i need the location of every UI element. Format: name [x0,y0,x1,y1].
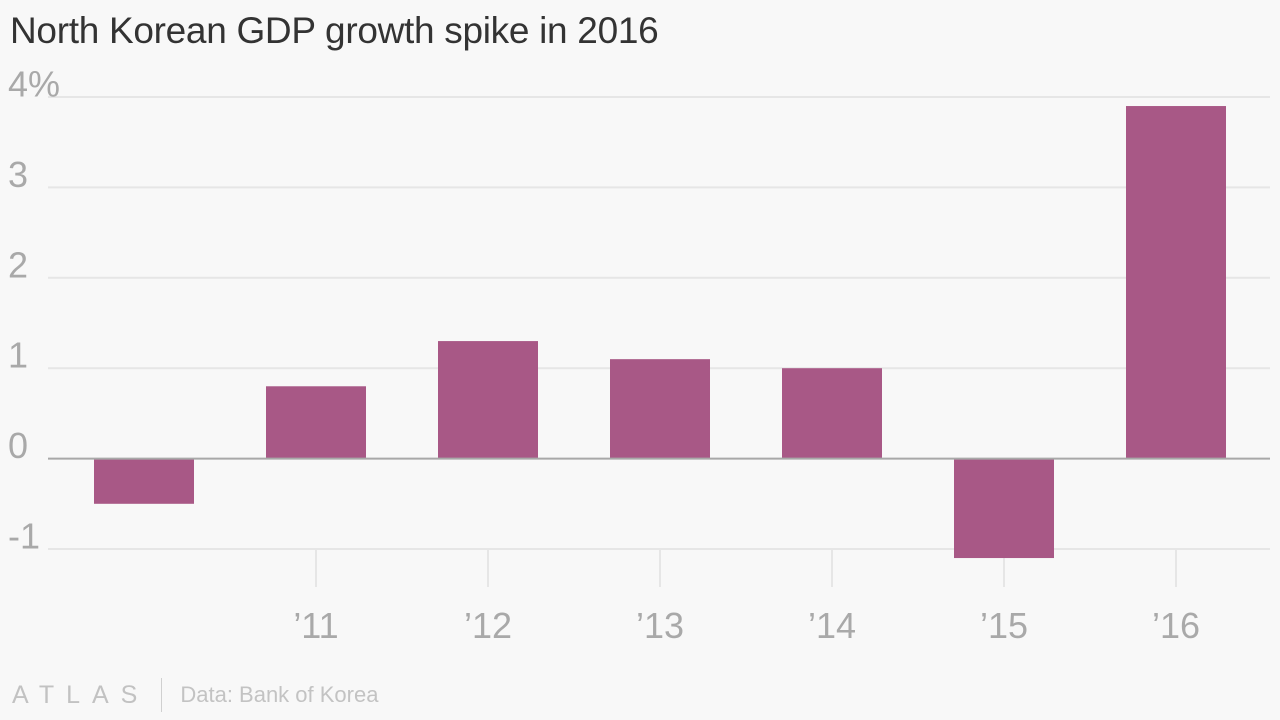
gridlines [48,96,1270,550]
y-tick-label: 4% [8,64,60,105]
bar-2010 [94,458,194,504]
bar-2015 [954,458,1054,559]
y-tick-label: -1 [8,516,40,557]
y-tick-label: 0 [8,425,28,466]
bar-2016 [1126,106,1226,459]
y-tick-label: 2 [8,244,28,285]
x-tick-label: ’14 [808,605,856,646]
x-tick-label: ’12 [464,605,512,646]
y-tick-label: 3 [8,154,28,195]
atlas-logo: ATLAS [12,680,150,709]
x-axis-ticks: ’11 ’12 ’13 ’14 ’15 ’16 [293,549,1200,646]
y-axis-tick-labels: 4% 3 2 1 0 -1 [8,64,60,557]
bars [94,106,1226,559]
footer-divider [161,678,163,712]
y-tick-label: 1 [8,335,28,376]
chart-footer: ATLAS Data: Bank of Korea [12,678,378,712]
bar-2012 [438,341,538,459]
x-tick-label: ’11 [293,605,338,646]
chart-title: North Korean GDP growth spike in 2016 [10,10,659,51]
x-tick-label: ’13 [636,605,684,646]
bar-2013 [610,359,710,459]
bar-2011 [266,386,366,459]
x-tick-label: ’16 [1152,605,1200,646]
data-source: Data: Bank of Korea [180,682,379,707]
bar-2014 [782,368,882,459]
x-tick-label: ’15 [980,605,1028,646]
